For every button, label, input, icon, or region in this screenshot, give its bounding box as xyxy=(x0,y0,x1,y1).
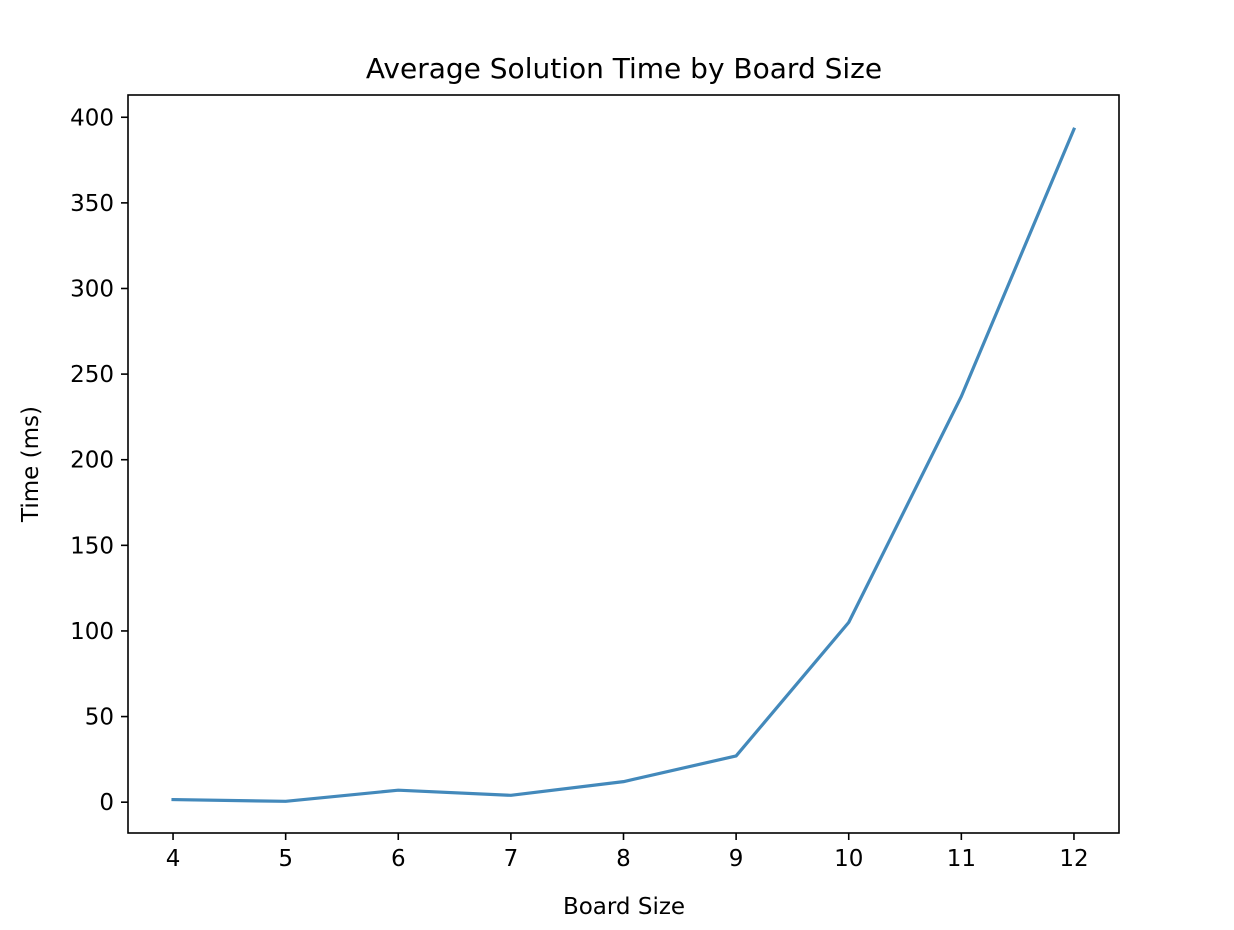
x-axis: 4 5 6 7 8 9 10 11 12 xyxy=(166,833,1089,872)
y-axis: 0 50 100 150 200 250 300 350 400 xyxy=(70,105,128,816)
series-line-0 xyxy=(171,127,1077,803)
plot-area-frame xyxy=(127,94,1120,834)
chart-title: Average Solution Time by Board Size xyxy=(366,52,882,85)
y-tick-label: 150 xyxy=(70,533,114,559)
x-tick-label: 11 xyxy=(947,846,976,872)
x-tick-label: 12 xyxy=(1059,846,1088,872)
y-axis-label: Time (ms) xyxy=(18,406,44,523)
x-tick-label: 9 xyxy=(729,846,744,872)
y-tick-label: 200 xyxy=(70,448,114,474)
x-tick-label: 5 xyxy=(278,846,293,872)
y-tick-label: 0 xyxy=(99,790,114,816)
series-layer xyxy=(171,127,1077,803)
y-tick-label: 400 xyxy=(70,105,114,131)
x-tick-label: 6 xyxy=(391,846,406,872)
y-tick-label: 350 xyxy=(70,191,114,217)
x-tick-label: 4 xyxy=(166,846,181,872)
x-axis-label: Board Size xyxy=(563,894,685,920)
x-tick-label: 7 xyxy=(504,846,519,872)
y-tick-label: 100 xyxy=(70,619,114,645)
y-tick-label: 50 xyxy=(85,705,114,731)
y-tick-label: 300 xyxy=(70,276,114,302)
x-tick-label: 8 xyxy=(616,846,631,872)
x-tick-label: 10 xyxy=(834,846,863,872)
y-tick-label: 250 xyxy=(70,362,114,388)
